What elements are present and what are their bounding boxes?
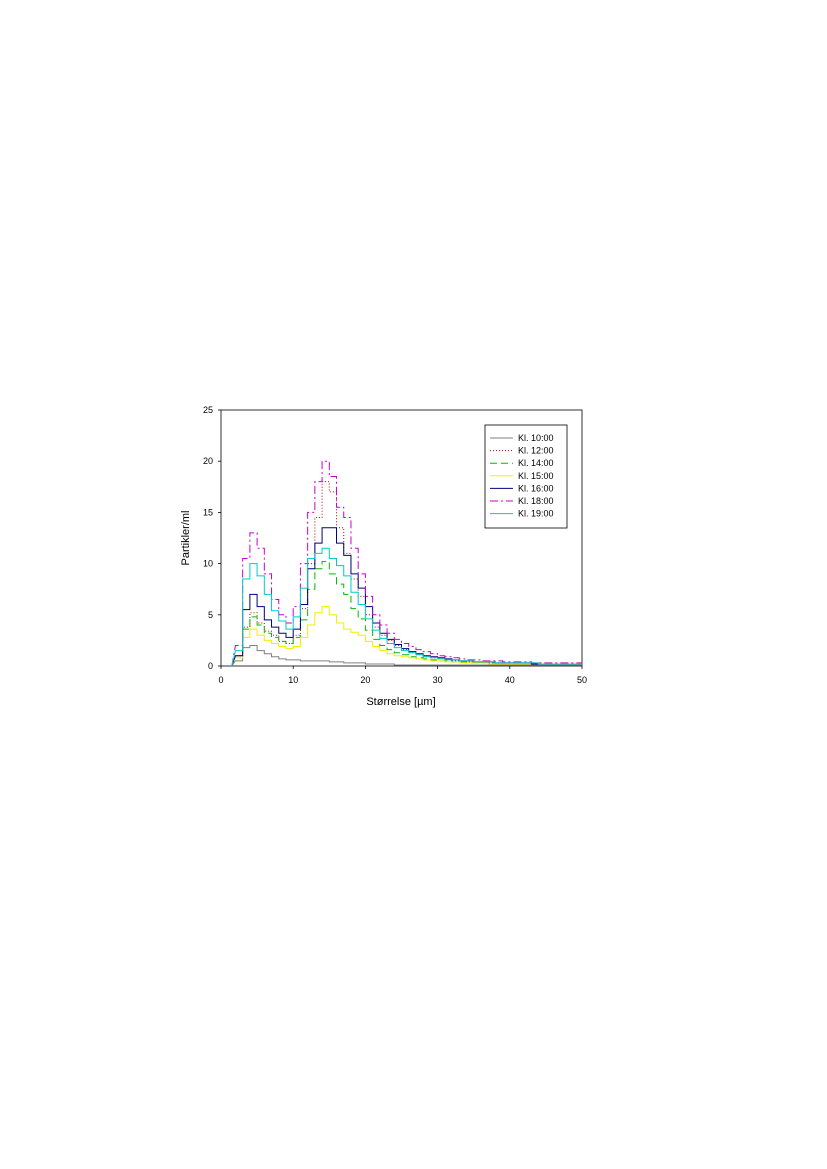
legend-label: Kl. 14:00 (518, 458, 554, 468)
x-tick-label: 20 (360, 675, 370, 685)
y-tick-label: 15 (203, 507, 213, 517)
legend-label: Kl. 18:00 (518, 496, 554, 506)
y-tick-label: 5 (208, 610, 213, 620)
legend-label: Kl. 15:00 (518, 471, 554, 481)
y-tick-label: 10 (203, 559, 213, 569)
legend: Kl. 10:00 Kl. 12:00 Kl. 14:00 Kl. 15:00 Kl. … (484, 424, 568, 529)
legend-label: Kl. 12:00 (518, 446, 554, 456)
series-line (231, 460, 582, 667)
x-tick-label: 50 (577, 675, 587, 685)
series-line (231, 561, 582, 667)
x-tick-label: 40 (505, 675, 515, 685)
x-axis-title: Størrelse [µm] (366, 696, 435, 708)
legend-label: Kl. 19:00 (518, 509, 554, 519)
x-tick-label: 0 (218, 675, 223, 685)
series-line (231, 645, 582, 667)
y-tick-label: 20 (203, 456, 213, 466)
legend-label: Kl. 10:00 (518, 433, 554, 443)
legend-box (484, 424, 568, 529)
y-tick-label: 0 (208, 661, 213, 671)
y-axis-title: Partikler/ml (180, 510, 192, 565)
x-tick-label: 30 (433, 675, 443, 685)
series-line (231, 606, 582, 667)
series-line (231, 547, 582, 667)
tick-layer: 0 10 20 30 40 50 0 5 10 15 20 25 (203, 405, 587, 685)
x-tick-label: 10 (288, 675, 298, 685)
series-layer (231, 460, 582, 667)
legend-label: Kl. 16:00 (518, 483, 554, 493)
y-tick-label: 25 (203, 405, 213, 415)
